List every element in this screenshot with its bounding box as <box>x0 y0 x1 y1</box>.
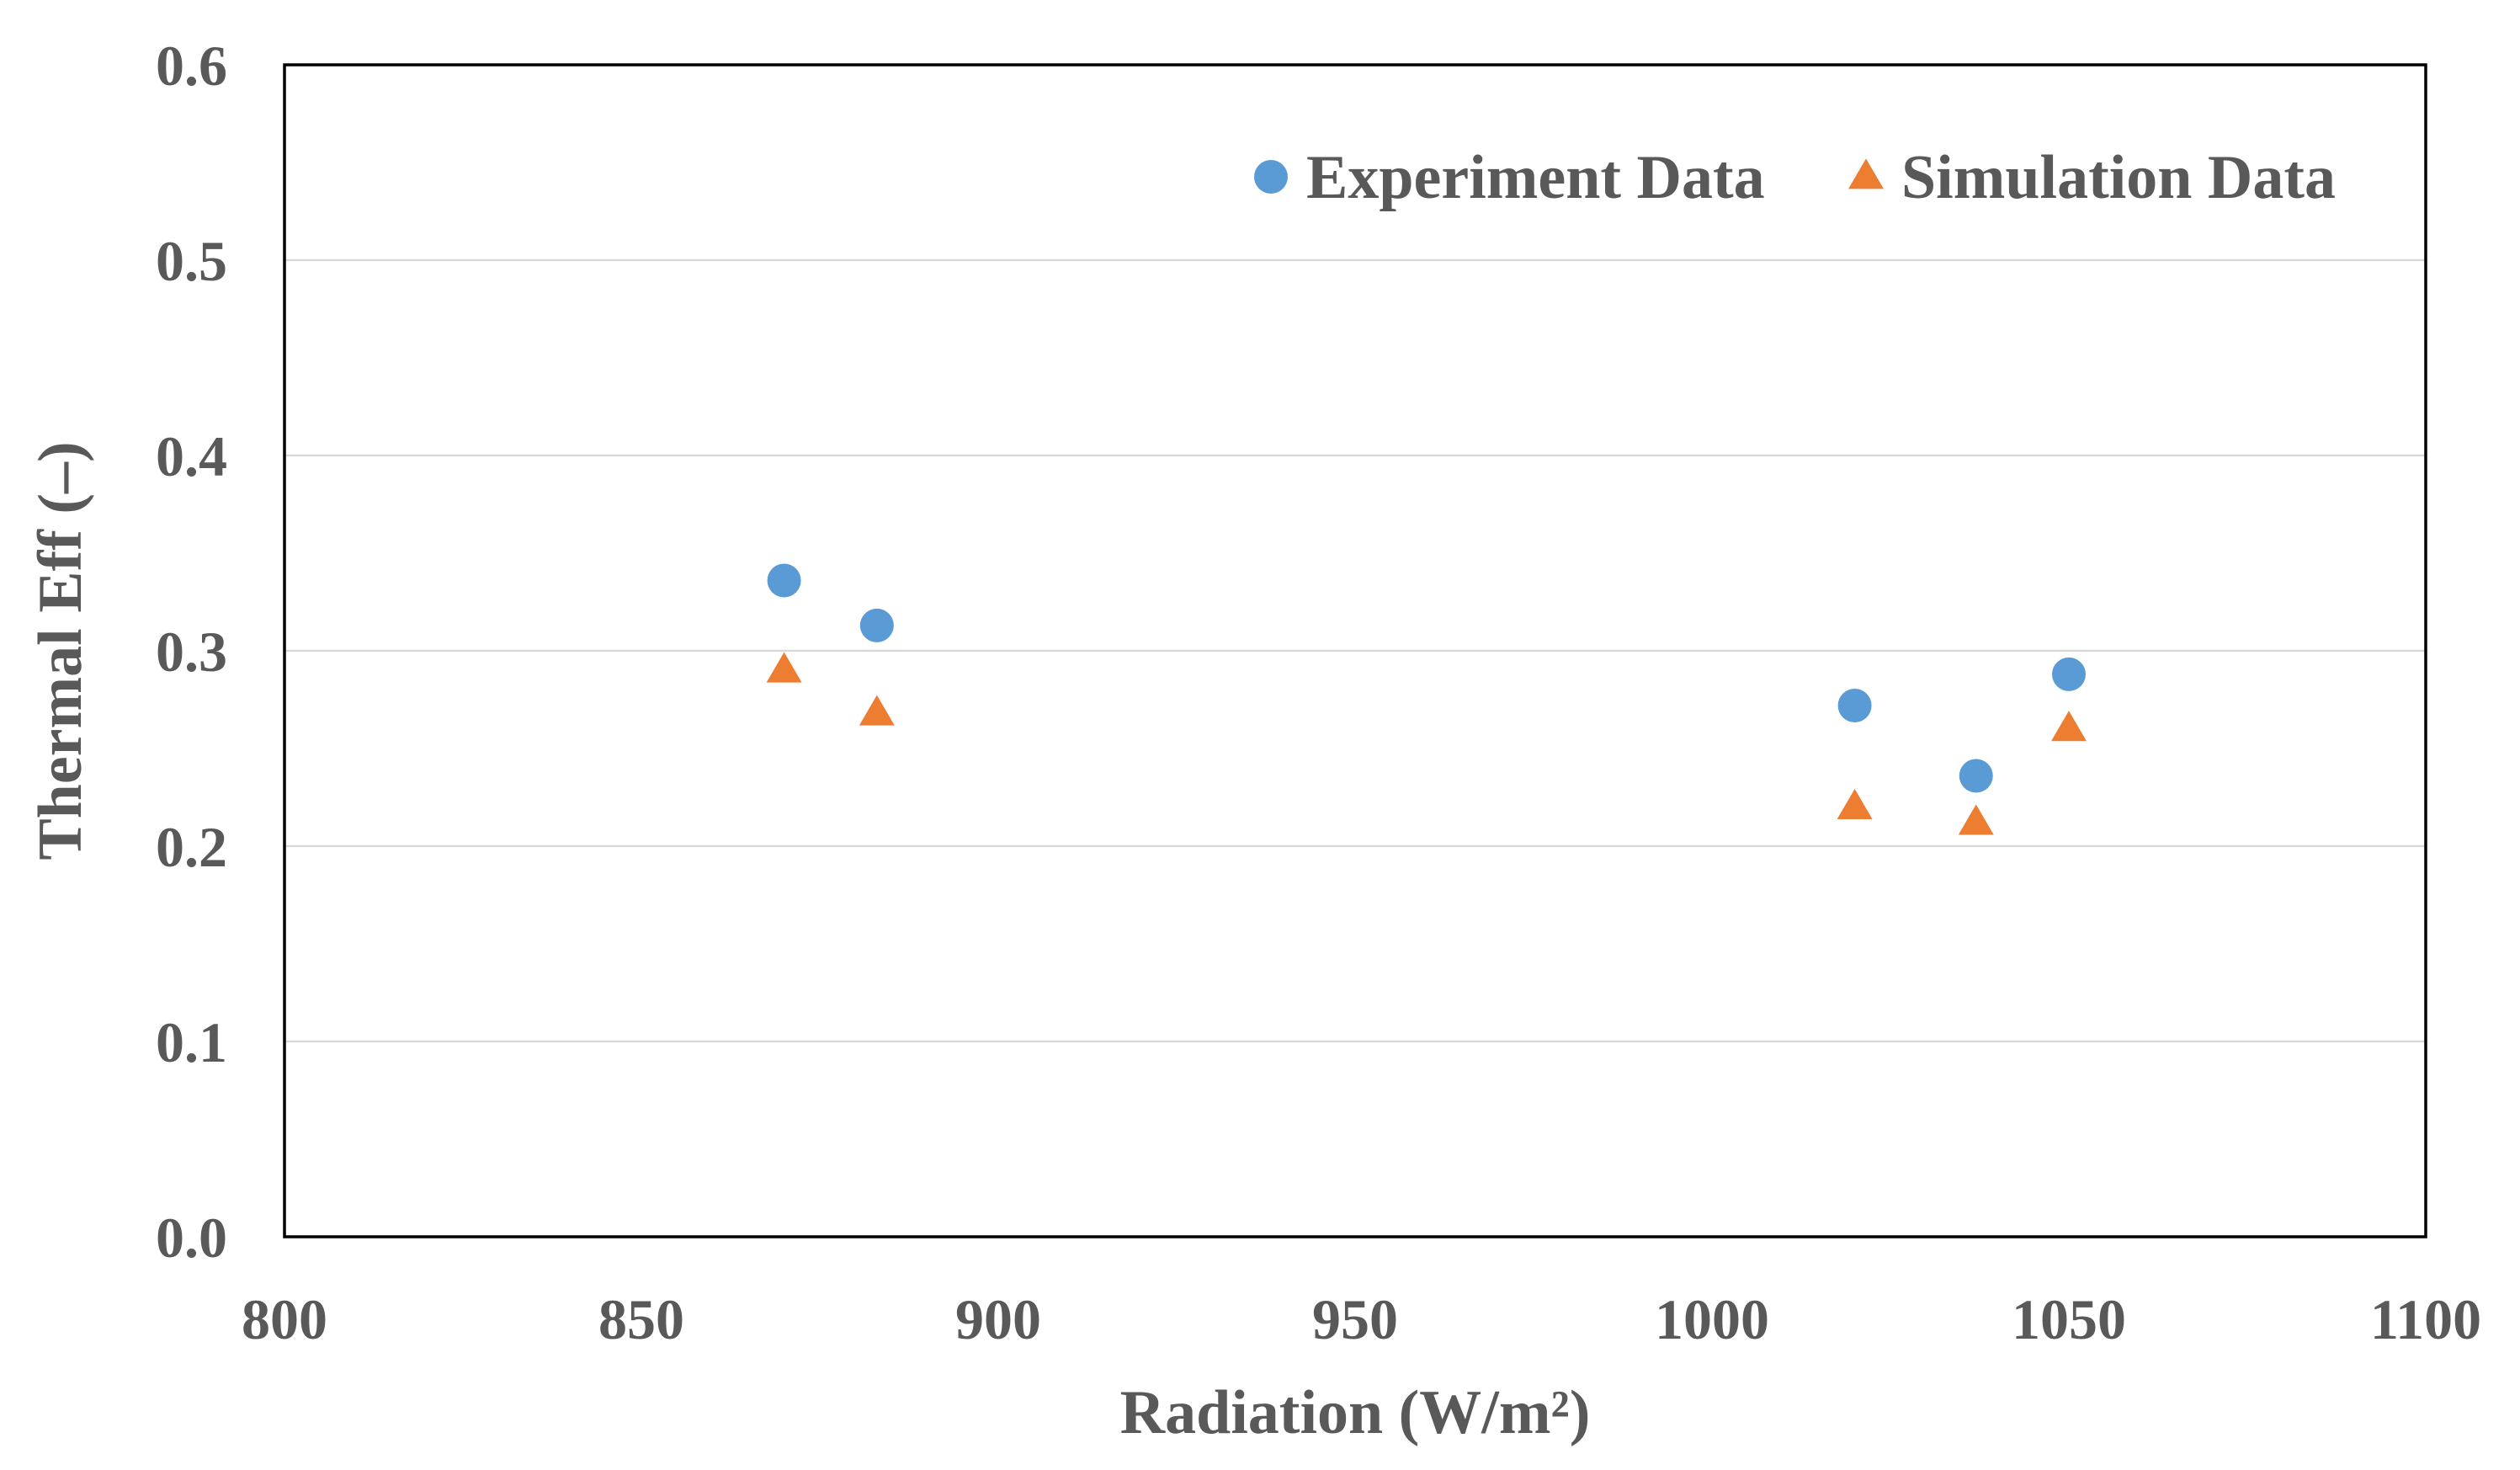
legend: Experiment Data Simulation Data <box>1254 143 2336 212</box>
x-tick-label: 950 <box>1312 1287 1398 1351</box>
x-axis-title: Radiation (W/m²) <box>1120 1378 1591 1447</box>
y-tick-label: 0.1 <box>156 1010 227 1074</box>
experiment-data-point <box>859 608 894 642</box>
plot-area-border <box>283 63 2427 1238</box>
series-triangle <box>766 652 2087 835</box>
x-axis-ticks: 800 850 900 950 1000 1050 1100 <box>242 1287 2481 1351</box>
x-tick-label: 800 <box>242 1287 327 1351</box>
legend-label: Experiment Data <box>1306 143 1765 212</box>
simulation-data-point <box>2051 711 2087 742</box>
simulation-data-point <box>1958 804 1994 835</box>
experiment-data-point <box>1837 688 1872 722</box>
simulation-data-point <box>766 652 802 683</box>
series-circle <box>767 563 2086 793</box>
legend-marker-simulation <box>1848 158 1884 189</box>
data-series <box>766 563 2087 835</box>
x-tick-label: 1000 <box>1655 1287 1769 1351</box>
experiment-data-point <box>1959 759 1993 793</box>
y-tick-label: 0.4 <box>156 424 227 488</box>
y-tick-label: 0.6 <box>156 34 227 98</box>
y-tick-label: 0.2 <box>156 815 227 879</box>
gridlines <box>284 258 2426 1043</box>
y-tick-label: 0.0 <box>156 1206 227 1270</box>
legend-label: Simulation Data <box>1901 143 2336 212</box>
legend-marker-experiment <box>1254 160 1288 194</box>
experiment-data-point <box>2052 657 2086 691</box>
y-axis-ticks: 0.0 0.1 0.2 0.3 0.4 0.5 0.6 <box>156 34 227 1270</box>
experiment-data-point <box>767 563 801 598</box>
simulation-data-point <box>859 695 895 726</box>
x-tick-label: 850 <box>598 1287 684 1351</box>
y-tick-label: 0.5 <box>156 229 227 293</box>
simulation-data-point <box>1837 789 1873 819</box>
x-tick-label: 1100 <box>2370 1287 2481 1351</box>
y-tick-label: 0.3 <box>156 620 227 684</box>
x-tick-label: 1050 <box>2012 1287 2126 1351</box>
x-tick-label: 900 <box>955 1287 1041 1351</box>
y-axis-title: Thermal Eff (–) <box>26 441 95 860</box>
